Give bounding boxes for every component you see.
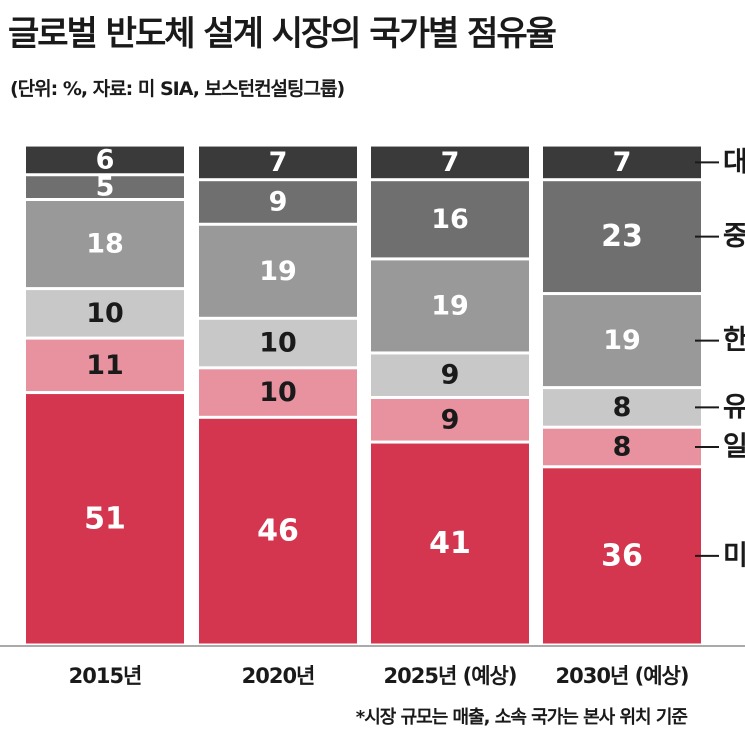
bar-segment (199, 418, 357, 644)
chart-footnote: *시장 규모는 매출, 소속 국가는 본사 위치 기준 (355, 707, 688, 728)
bar-segment (543, 181, 701, 293)
data-label: 9 (441, 404, 460, 435)
bar-segment (26, 339, 184, 392)
bar-segment (26, 146, 184, 174)
bar-segment (26, 176, 184, 198)
legend-label: 일본 (723, 432, 745, 463)
category-label: 2020년 (242, 664, 315, 688)
data-label: 9 (441, 360, 460, 391)
bar-segment (543, 295, 701, 387)
bar-segment (371, 399, 529, 441)
data-label: 16 (431, 204, 469, 235)
bar-segment (199, 369, 357, 416)
bar-segment (199, 146, 357, 179)
bar-segment (26, 394, 184, 644)
data-label: 10 (86, 298, 124, 329)
bar-segment (543, 389, 701, 426)
bar-segment (371, 146, 529, 179)
legend-label: 대만 (723, 147, 745, 178)
data-label: 7 (613, 147, 632, 178)
data-label: 8 (613, 432, 632, 463)
bar-segment (543, 468, 701, 644)
data-label: 6 (96, 144, 115, 175)
bar-segment (199, 181, 357, 223)
data-label: 10 (259, 328, 297, 359)
data-label: 23 (601, 219, 643, 254)
bar-segment (199, 225, 357, 317)
data-label: 41 (429, 526, 471, 561)
data-label: 36 (601, 538, 643, 573)
bar-segment (371, 354, 529, 396)
legend-label: 한국 (723, 325, 745, 356)
legend-label: 유럽 (723, 392, 745, 423)
chart-title: 글로벌 반도체 설계 시장의 국가별 점유율 (8, 14, 557, 54)
data-label: 18 (86, 229, 124, 260)
data-label: 9 (269, 186, 288, 217)
data-label: 46 (257, 514, 299, 549)
data-label: 11 (86, 350, 124, 381)
chart-subtitle: (단위: %, 자료: 미 SIA, 보스턴컨설팅그룹) (10, 78, 345, 100)
bar-segment (371, 181, 529, 258)
data-label: 19 (603, 325, 641, 356)
bar-segment (26, 290, 184, 337)
bar-segment (199, 319, 357, 367)
data-label: 7 (269, 147, 288, 178)
bar-segment (371, 443, 529, 644)
data-label: 10 (259, 377, 297, 408)
bar-segment (543, 428, 701, 466)
bar-segment (371, 260, 529, 352)
data-label: 19 (431, 290, 469, 321)
bar-segment (543, 146, 701, 179)
data-label: 5 (96, 172, 115, 203)
legend-label: 미국 (723, 540, 745, 571)
category-label: 2030년 (예상) (556, 664, 689, 688)
data-label: 51 (84, 501, 126, 536)
category-label: 2025년 (예상) (384, 664, 517, 688)
legend-label: 중국 (723, 221, 745, 252)
category-label: 2015년 (69, 664, 142, 688)
data-label: 7 (441, 147, 460, 178)
bar-segment (26, 201, 184, 288)
data-label: 8 (613, 392, 632, 423)
data-label: 19 (259, 256, 297, 287)
